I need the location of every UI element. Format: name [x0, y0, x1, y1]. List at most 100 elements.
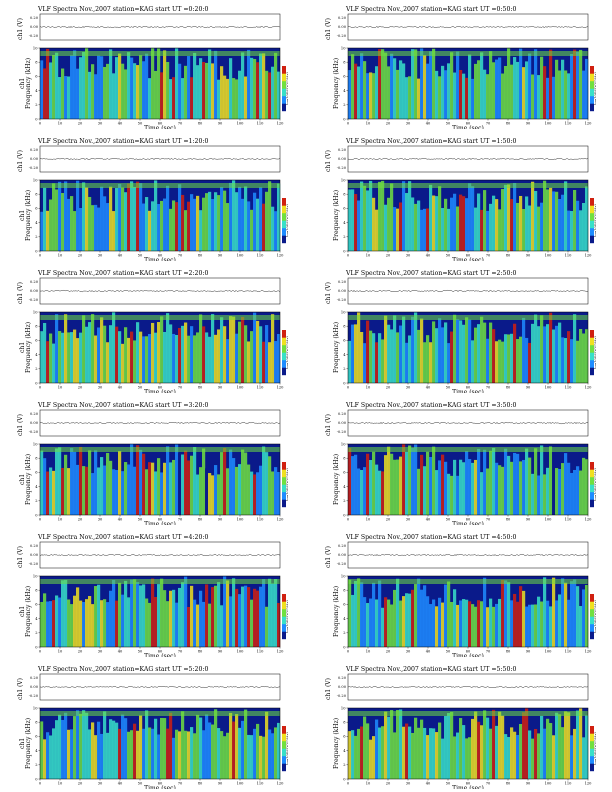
spectrogram-column [528, 457, 532, 515]
x-tick-label: 100 [237, 782, 245, 786]
spectrogram-column [238, 727, 242, 779]
colorbar-segment [282, 213, 286, 221]
spectrogram-column [543, 728, 547, 779]
spectrogram-column [573, 314, 577, 383]
x-tick-label: 70 [178, 650, 183, 654]
spectrogram-column [528, 53, 532, 120]
spectrogram-column [94, 74, 98, 119]
x-tick-label: 80 [198, 122, 203, 126]
spectrogram-column [528, 730, 532, 779]
spectrogram-column [582, 70, 586, 119]
colorbar-segment [590, 66, 594, 74]
colorbar-label: log10PSD(V²/Hz) [593, 72, 596, 105]
x-tick-label: 60 [158, 518, 163, 522]
waveform-tick-label: 0.20 [30, 412, 39, 416]
x-tick-label: 120 [585, 254, 593, 258]
x-tick-label: 30 [406, 650, 411, 654]
spectrogram-column [112, 720, 116, 779]
y-tick-label: 8 [343, 589, 346, 593]
spectrogram-column [229, 182, 233, 251]
spectrogram-column [372, 582, 376, 647]
y-axis-label: Frequency (kHz) [25, 586, 32, 637]
spectrogram-column [561, 337, 565, 383]
spectrogram-column [435, 732, 439, 779]
spectrogram-column [232, 721, 236, 779]
spectrogram-column [531, 323, 535, 383]
spectrogram-column [109, 719, 113, 779]
spectrogram-column [115, 722, 119, 779]
spectrogram-column [178, 63, 182, 119]
spectrogram-column [109, 325, 113, 383]
spectrogram-column [118, 728, 122, 779]
y-tick-label: 10 [341, 442, 346, 446]
y-tick-label: 10 [33, 178, 38, 182]
spectrogram-column [438, 722, 442, 779]
spectrogram-column [348, 70, 352, 119]
spectrogram-band [40, 51, 280, 56]
spectrogram-column [64, 712, 68, 779]
spectrogram-column [384, 204, 388, 251]
spectrogram-column [220, 605, 224, 647]
x-tick-label: 40 [426, 386, 431, 390]
spectrogram-column [582, 202, 586, 251]
spectrogram-column [489, 450, 493, 515]
y-tick-label: 2 [35, 631, 37, 635]
y-tick-label: 0 [35, 513, 38, 517]
waveform-tick-label: 0.00 [30, 157, 39, 161]
spectrogram-column [453, 314, 457, 383]
spectrogram-column [157, 584, 161, 647]
spectrogram-column [247, 587, 251, 647]
x-tick-label: 90 [526, 650, 531, 654]
spectrogram-column [151, 578, 155, 647]
x-tick-label: 50 [446, 650, 451, 654]
colorbar-segment [282, 352, 286, 361]
spectrogram-column [124, 462, 128, 515]
waveform-tick-label: -0.20 [29, 694, 39, 698]
x-tick-label: 80 [506, 782, 511, 786]
y-tick-label: 4 [343, 617, 346, 621]
colorbar-segment [590, 367, 594, 376]
spectrogram-column [468, 459, 472, 515]
spectrogram-column [256, 472, 260, 515]
spectrogram-band [40, 315, 280, 320]
spectrogram-column [465, 198, 469, 251]
spectrogram-column [432, 321, 436, 383]
spectrogram-column [73, 595, 77, 647]
y-tick-label: 10 [341, 310, 346, 314]
y-tick-label: 8 [35, 325, 38, 329]
spectrogram-column [43, 458, 47, 515]
spectrogram-column [480, 472, 484, 515]
spectrogram-column [160, 72, 164, 119]
x-tick-label: 50 [446, 782, 451, 786]
spectrogram-column [229, 449, 233, 515]
waveform-line [39, 553, 281, 557]
colorbar-segment [590, 499, 594, 508]
spectrogram-column [456, 319, 460, 383]
spectrogram-column [136, 181, 140, 251]
spectrogram-column [396, 710, 400, 779]
waveform-frame [39, 277, 281, 305]
spectrogram-column [121, 187, 125, 251]
x-tick-label: 40 [426, 782, 431, 786]
spectrogram-column [558, 469, 562, 515]
spectrogram-column [534, 604, 538, 647]
spectrogram-column [112, 73, 116, 119]
spectrogram-column [579, 210, 583, 251]
spectrogram-column [91, 473, 95, 515]
spectrogram-column [405, 451, 409, 515]
spectrogram-column [396, 332, 400, 383]
spectrogram-column [199, 467, 203, 515]
spectrogram-column [492, 447, 496, 515]
spectrogram-column [151, 201, 155, 251]
chart-title: VLF Spectra Nov.,2007 station=KAG start … [37, 534, 209, 541]
spectrogram-column [564, 711, 568, 779]
colorbar-segment [590, 88, 594, 97]
x-tick-label: 30 [406, 386, 411, 390]
x-tick-label: 110 [257, 782, 265, 786]
spectrogram-column [211, 724, 215, 779]
spectrogram-column [495, 59, 499, 119]
spectrogram-column [127, 52, 131, 119]
spectrogram-column [187, 56, 191, 119]
waveform-tick-label: 0.00 [338, 421, 347, 425]
waveform-ylabel: ch1 (V) [325, 546, 332, 568]
